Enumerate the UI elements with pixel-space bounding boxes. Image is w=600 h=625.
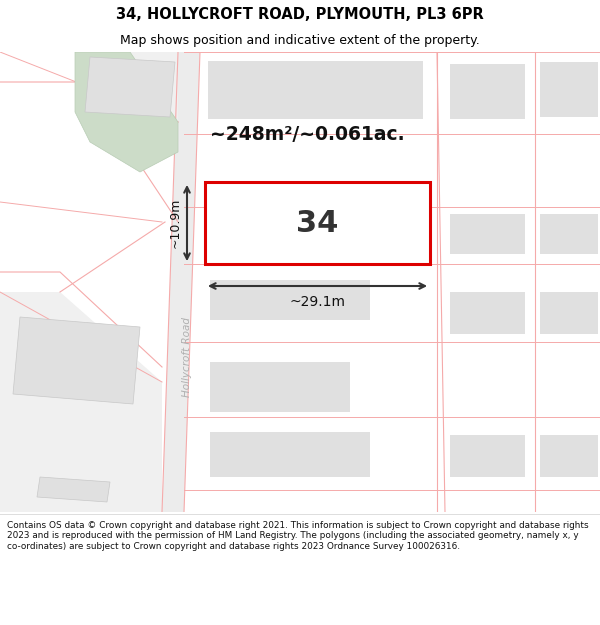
Bar	[450, 214, 525, 254]
Bar	[210, 280, 370, 320]
Text: ~29.1m: ~29.1m	[290, 295, 346, 309]
Text: Map shows position and indicative extent of the property.: Map shows position and indicative extent…	[120, 34, 480, 47]
Bar	[210, 362, 350, 412]
Polygon shape	[0, 292, 162, 512]
Text: ~248m²/~0.061ac.: ~248m²/~0.061ac.	[210, 124, 405, 144]
Bar	[208, 61, 423, 119]
Polygon shape	[85, 57, 175, 117]
Bar	[210, 432, 370, 477]
Bar	[205, 182, 430, 264]
Text: Contains OS data © Crown copyright and database right 2021. This information is : Contains OS data © Crown copyright and d…	[7, 521, 589, 551]
Bar	[540, 214, 598, 254]
Bar	[450, 64, 525, 119]
Text: 34: 34	[296, 209, 338, 238]
Polygon shape	[13, 317, 140, 404]
Text: 34, HOLLYCROFT ROAD, PLYMOUTH, PL3 6PR: 34, HOLLYCROFT ROAD, PLYMOUTH, PL3 6PR	[116, 7, 484, 22]
Polygon shape	[37, 477, 110, 502]
Bar	[540, 62, 598, 117]
Bar	[540, 292, 598, 334]
Bar	[540, 435, 598, 477]
Polygon shape	[0, 52, 178, 122]
Polygon shape	[75, 52, 178, 172]
Bar	[450, 292, 525, 334]
Text: ~10.9m: ~10.9m	[169, 198, 182, 248]
Polygon shape	[162, 52, 200, 512]
Text: Hollycroft Road: Hollycroft Road	[182, 317, 192, 397]
Bar	[450, 435, 525, 477]
